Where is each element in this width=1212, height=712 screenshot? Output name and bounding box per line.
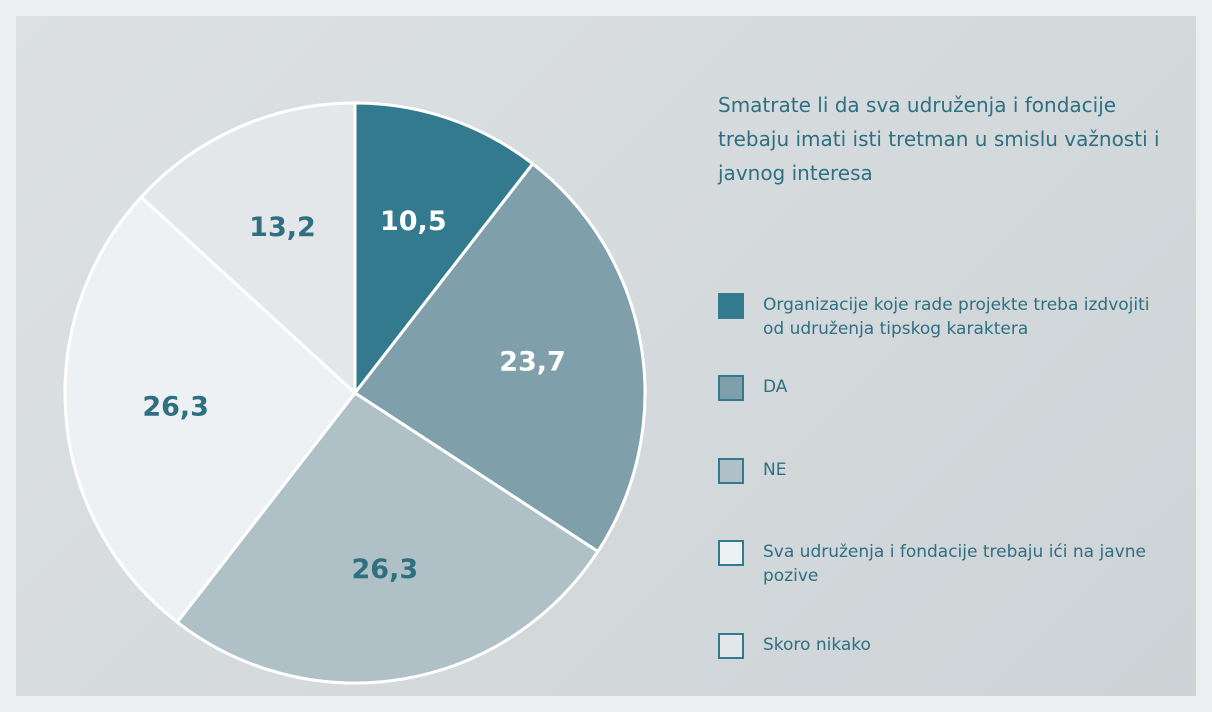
value-label: 10,5 (380, 206, 447, 237)
pie-slice (175, 390, 600, 685)
legend-swatch (718, 293, 744, 319)
legend-label: NE (763, 460, 787, 480)
value-label: 13,2 (249, 212, 316, 243)
legend-swatch (718, 540, 744, 566)
legend-label: Skoro nikako (763, 635, 871, 655)
legend-label: Sva udruženja i fondacije trebaju ići na… (763, 542, 1146, 586)
value-label: 23,7 (499, 347, 566, 378)
legend-swatch (718, 375, 744, 401)
pie-slice (353, 101, 535, 398)
chart-title: Smatrate li da sva udruženja i fondacije… (718, 93, 1160, 185)
pie-slice (63, 195, 358, 625)
value-label: 26,3 (142, 392, 209, 423)
pie-slice (352, 161, 647, 554)
pie-slice (139, 101, 357, 397)
legend-label: Organizacije koje rade projekte treba iz… (763, 295, 1150, 339)
legend-swatch (718, 458, 744, 484)
legend-swatch (718, 633, 744, 659)
legend-label: DA (763, 377, 788, 397)
value-label: 26,3 (352, 554, 419, 585)
